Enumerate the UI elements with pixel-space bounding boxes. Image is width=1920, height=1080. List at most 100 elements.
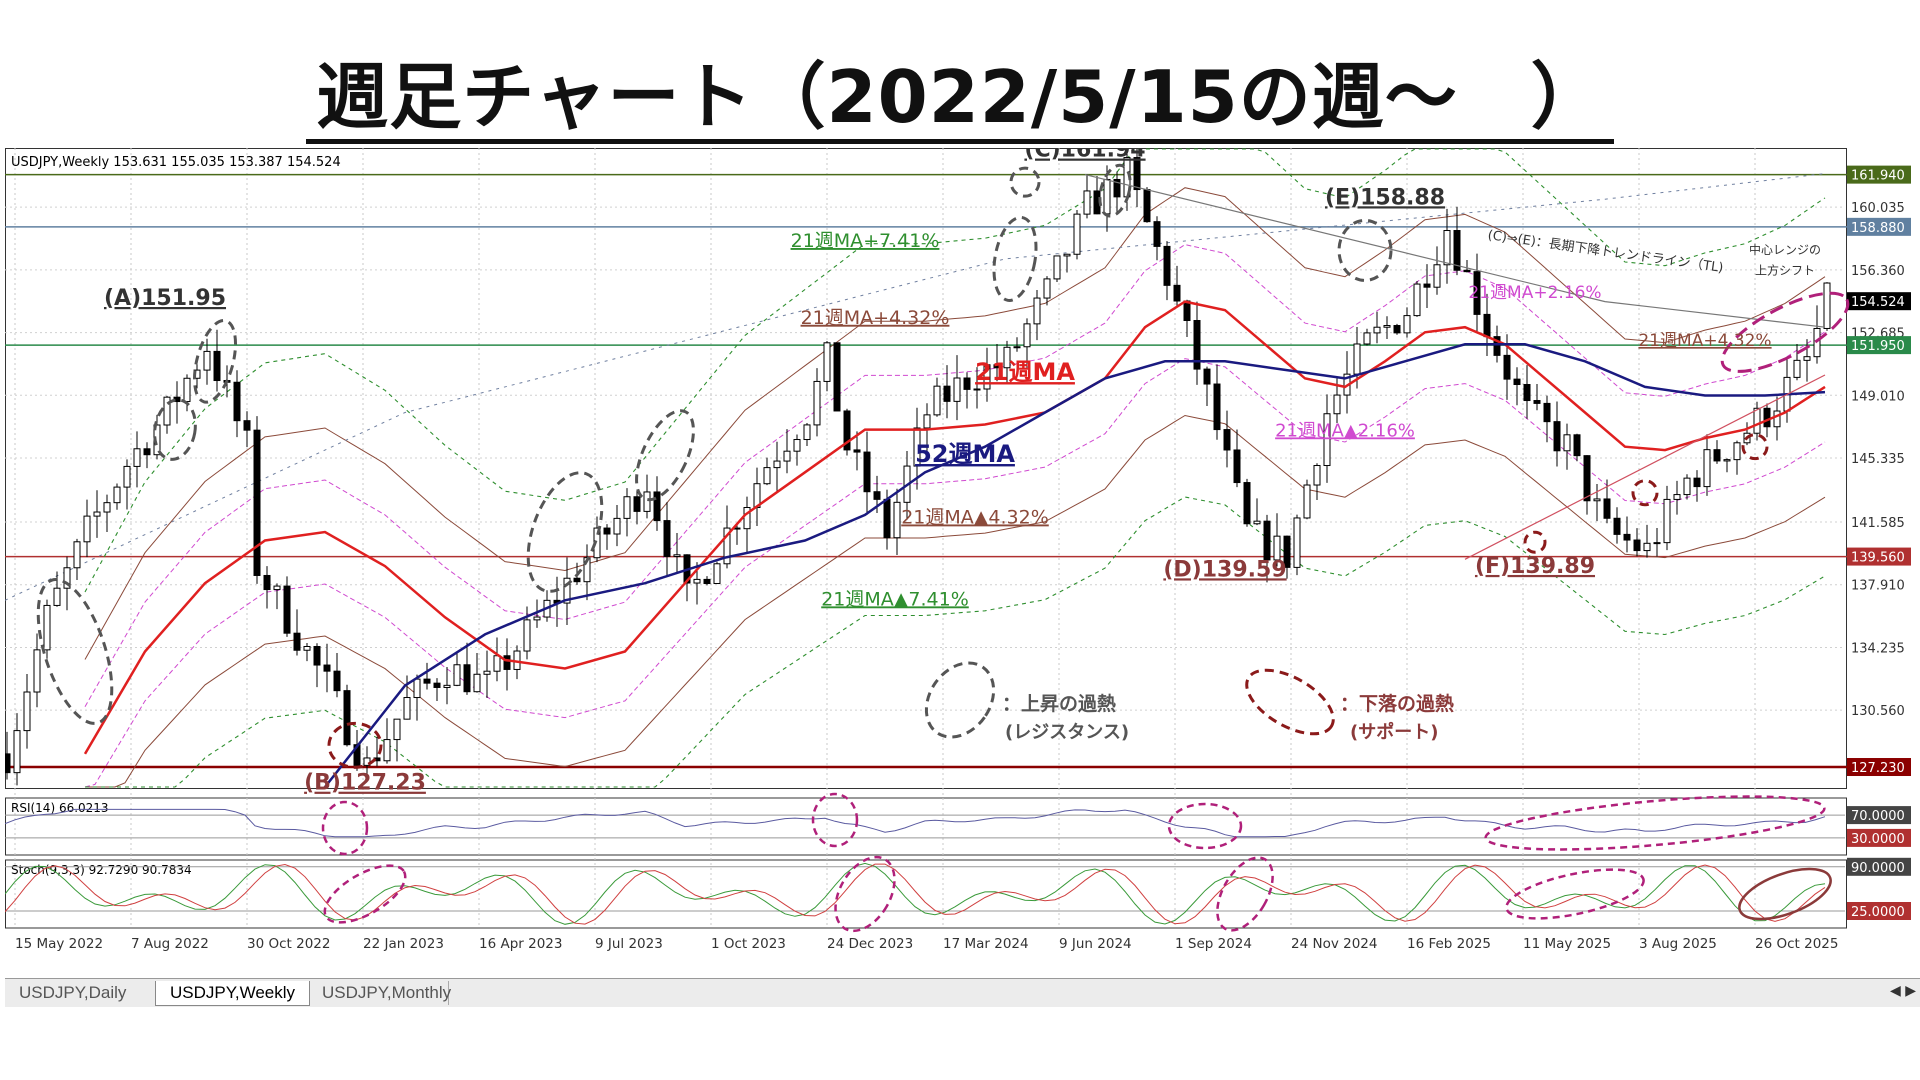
candle-body (263, 574, 271, 591)
candle-body (1353, 343, 1361, 375)
candle-body (393, 718, 401, 741)
x-tick-label: 15 May 2022 (15, 936, 103, 952)
candle-body (793, 439, 801, 452)
legend-support-label: ：下落の過熱 (1340, 692, 1454, 715)
rsi-level-label: 70.0000 (1851, 809, 1905, 824)
tab-usdjpy-daily[interactable]: USDJPY,Daily (5, 981, 156, 1005)
overheat-circle (327, 721, 383, 769)
candle-body (993, 364, 1001, 369)
candle-body (1163, 245, 1171, 286)
candle-body (1683, 477, 1691, 496)
candle-body (243, 420, 251, 431)
candle-body (5, 753, 11, 774)
candle-body (313, 645, 321, 666)
rsi-highlight-circle (321, 800, 369, 856)
price-level-label: 139.560 (1851, 551, 1905, 566)
annotation-label: 中心レンジの (1749, 242, 1821, 257)
stoch-highlight-circle (1505, 868, 1645, 920)
candle-body (1443, 230, 1451, 266)
stoch-level-label: 90.0000 (1851, 861, 1905, 876)
candle-body (833, 342, 841, 412)
annotation-label: 21週MA▲7.41% (821, 588, 969, 610)
rsi-level-box (1847, 828, 1911, 847)
candle-body (1403, 315, 1411, 334)
candle-body (473, 673, 481, 693)
candle-body (783, 450, 791, 462)
candle-body (83, 515, 91, 543)
candle-body (1623, 533, 1631, 541)
candle-body (763, 467, 771, 485)
rsi-highlight-circle (811, 792, 859, 848)
x-tick-label: 7 Aug 2022 (131, 936, 209, 952)
outer-channel-line (5, 173, 1826, 601)
candle-body (283, 585, 291, 634)
candle-body (1013, 346, 1021, 349)
support-trendline (1464, 374, 1826, 560)
candle-body (1633, 539, 1641, 552)
overheat-circle (1337, 218, 1393, 282)
candle-body (533, 616, 541, 621)
candle-body (53, 587, 61, 606)
x-tick-label: 30 Oct 2022 (247, 936, 330, 952)
annotation-label: 21週MA+4.32% (801, 307, 950, 329)
overheat-circle (1631, 479, 1659, 507)
candle-body (33, 649, 41, 693)
candle-body (1043, 278, 1051, 299)
candle-body (333, 670, 341, 692)
candle-body (883, 498, 891, 539)
candle-body (703, 578, 711, 585)
price-level-box (1847, 547, 1911, 566)
candle-body (103, 502, 111, 513)
candle-body (123, 465, 131, 488)
candle-body (1563, 434, 1571, 452)
rsi-line (5, 808, 1826, 838)
candle-body (913, 427, 921, 467)
candle-body (1493, 336, 1501, 356)
x-tick-label: 3 Aug 2025 (1639, 936, 1717, 952)
candle-body (1183, 300, 1191, 322)
stoch-header: Stoch(9,3,3) 92.7290 90.7834 (11, 863, 192, 877)
candle-body (1153, 221, 1161, 247)
candle-body (1063, 253, 1071, 257)
main-pane (5, 148, 1847, 789)
candle-body (823, 342, 831, 382)
candle-body (1003, 346, 1011, 369)
price-level-box (1847, 217, 1911, 236)
price-level-label: 127.230 (1851, 761, 1905, 776)
candle-body (443, 684, 451, 688)
tab-usdjpy-weekly[interactable]: USDJPY,Weekly (155, 981, 310, 1006)
candle-body (723, 527, 731, 565)
candle-body (1423, 283, 1431, 288)
band-line (84, 148, 1826, 593)
candle-body (1263, 520, 1271, 561)
x-tick-label: 16 Feb 2025 (1407, 936, 1491, 952)
annotation-label: (C)161.94 (1024, 148, 1145, 163)
candle-body (383, 739, 391, 762)
candle-body (1053, 255, 1061, 280)
y-tick-label: 145.335 (1851, 452, 1905, 467)
candle-body (563, 577, 571, 604)
price-level-label: 158.880 (1851, 221, 1905, 236)
tab-usdjpy-monthly[interactable]: USDJPY,Monthly (308, 981, 451, 1005)
candle-body (1363, 332, 1371, 345)
tab-scroll-arrows-icon[interactable]: ◀ ▶ (1890, 983, 1916, 999)
candle-body (803, 424, 811, 441)
rsi-highlight-circle (1484, 795, 1826, 851)
candle-body (863, 451, 871, 493)
overheat-circle (526, 471, 604, 593)
overheat-circle (153, 398, 197, 461)
candle-body (1213, 383, 1221, 431)
y-tick-label: 156.360 (1851, 264, 1905, 279)
candle-body (453, 664, 461, 686)
candle-body (1803, 356, 1811, 361)
candle-body (1273, 535, 1281, 561)
candle-body (233, 381, 241, 422)
price-level-box (1847, 758, 1911, 777)
candle-body (1673, 494, 1681, 500)
annotation-label: (B)127.23 (304, 771, 426, 796)
candle-body (1233, 449, 1241, 484)
candle-body (133, 448, 141, 467)
candle-body (433, 682, 441, 688)
candle-body (1543, 402, 1551, 423)
x-tick-label: 17 Mar 2024 (943, 936, 1029, 952)
